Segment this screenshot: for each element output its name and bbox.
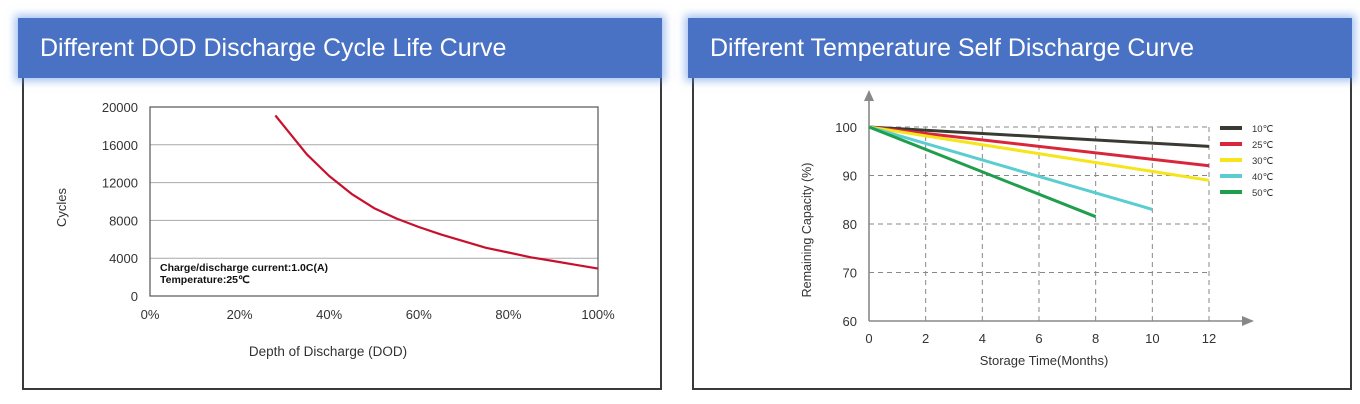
self-discharge-title: Different Temperature Self Discharge Cur… — [688, 18, 1352, 78]
x-axis-label: Depth of Discharge (DOD) — [249, 344, 407, 359]
x-tick-label: 2 — [922, 331, 929, 346]
x-tick-label: 12 — [1202, 331, 1216, 346]
y-tick-label: 80 — [843, 217, 857, 232]
y-tick-label: 16000 — [102, 138, 138, 153]
self-discharge-chart: 60 70 80 90 100 0 2 4 6 8 10 12 10℃ 25℃ 30℃ 40℃ 50℃ Stora… — [800, 90, 1274, 368]
series-line-3 — [868, 125, 1153, 211]
x-tick-label: 20% — [227, 307, 253, 322]
y-tick-label: 70 — [843, 266, 857, 281]
x-tick-label: 60% — [406, 307, 432, 322]
series-line-1 — [868, 125, 1210, 168]
cycle-life-title: Different DOD Discharge Cycle Life Curve — [18, 18, 662, 78]
y-axis-label: Cycles — [54, 188, 69, 228]
legend-label-1: 25℃ — [1252, 140, 1274, 151]
x-tick-label: 80% — [495, 307, 521, 322]
self-discharge-chart-frame: 60 70 80 90 100 0 2 4 6 8 10 12 10℃ 25℃ 30℃ 40℃ 50℃ Stora… — [692, 78, 1352, 390]
x-axis-arrow-icon — [1242, 316, 1254, 326]
x-tick-label: 0 — [865, 331, 872, 346]
annotation-current: Charge/discharge current:1.0C(A) — [160, 262, 328, 274]
y-tick-label: 4000 — [109, 251, 138, 266]
x-tick-label: 8 — [1092, 331, 1099, 346]
x-tick-label: 0% — [141, 307, 160, 322]
y-axis-label: Remaining Capacity (%) — [800, 163, 814, 298]
y-tick-label: 8000 — [109, 213, 138, 228]
y-axis-arrow-icon — [864, 90, 874, 101]
self-discharge-panel: 60 70 80 90 100 0 2 4 6 8 10 12 10℃ 25℃ 30℃ 40℃ 50℃ Stora… — [688, 18, 1352, 390]
y-tick-label: 12000 — [102, 176, 138, 191]
x-tick-label: 6 — [1035, 331, 1042, 346]
legend-label-3: 40℃ — [1252, 172, 1274, 183]
y-tick-label: 0 — [131, 289, 138, 304]
y-tick-label: 100 — [835, 120, 857, 135]
cycle-life-curve — [274, 114, 599, 270]
x-tick-label: 10 — [1145, 331, 1159, 346]
legend-label-2: 30℃ — [1252, 156, 1274, 167]
legend-label-0: 10℃ — [1252, 124, 1274, 135]
y-tick-label: 60 — [843, 314, 857, 329]
x-axis-label: Storage Time(Months) — [980, 353, 1109, 368]
legend-label-4: 50℃ — [1252, 188, 1274, 199]
y-tick-label: 20000 — [102, 100, 138, 115]
cycle-life-chart: 0 4000 8000 12000 16000 20000 0% 20% 40% 60% 80% 10… — [54, 100, 615, 359]
x-tick-label: 100% — [581, 307, 615, 322]
y-tick-label: 90 — [843, 169, 857, 184]
series-line-4 — [868, 125, 1097, 219]
series-line-2 — [868, 125, 1210, 182]
x-tick-label: 40% — [316, 307, 342, 322]
plot-area-border — [149, 106, 599, 297]
x-tick-label: 4 — [979, 331, 986, 346]
annotation-temperature: Temperature:25℃ — [160, 274, 250, 286]
series-line-0 — [868, 125, 1210, 148]
cycle-life-panel: 0 4000 8000 12000 16000 20000 0% 20% 40% 60% 80% 10… — [18, 18, 662, 390]
cycle-life-chart-frame: 0 4000 8000 12000 16000 20000 0% 20% 40% 60% 80% 10… — [22, 78, 662, 390]
